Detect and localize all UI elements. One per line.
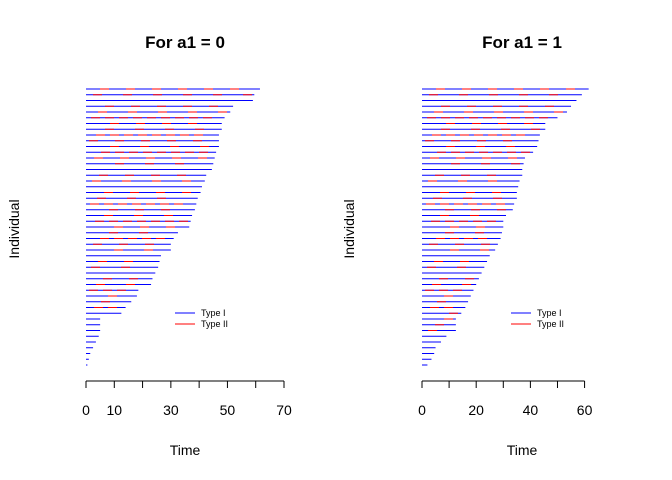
x-tick-label: 60	[577, 402, 593, 418]
x-axis-label: Time	[170, 442, 201, 458]
x-tick-label: 20	[468, 402, 484, 418]
x-tick-label: 10	[107, 402, 123, 418]
x-tick-label: 0	[82, 402, 90, 418]
x-tick-label: 50	[220, 402, 236, 418]
x-tick-label: 40	[523, 402, 539, 418]
legend-item: Type I	[175, 308, 226, 318]
individual-lines	[422, 88, 589, 366]
legend-label: Type II	[201, 319, 228, 329]
x-axis: 0 10 30 50 70	[82, 380, 292, 418]
y-axis-label: Individual	[6, 199, 22, 258]
x-axis-label: Time	[507, 442, 538, 458]
x-tick-label: 70	[276, 402, 292, 418]
legend-item: Type I	[511, 308, 562, 318]
chart-title: For a1 = 1	[482, 33, 562, 52]
legend-item: Type II	[175, 319, 228, 329]
x-axis: 0 20 40 60	[418, 380, 593, 418]
legend-item: Type II	[511, 319, 564, 329]
individual-lines	[86, 88, 260, 366]
chart-panel-a1-0: For a1 = 0 Time Individual 0 10 30 50 70 Typ…	[6, 33, 292, 458]
chart-panel-a1-1: For a1 = 1 Time Individual 0 20 40 60 Type …	[341, 33, 593, 458]
x-tick-label: 0	[418, 402, 426, 418]
legend-label: Type I	[537, 308, 562, 318]
legend-label: Type I	[201, 308, 226, 318]
chart-title: For a1 = 0	[145, 33, 225, 52]
x-tick-label: 30	[163, 402, 179, 418]
y-axis-label: Individual	[341, 199, 357, 258]
legend-label: Type II	[537, 319, 564, 329]
